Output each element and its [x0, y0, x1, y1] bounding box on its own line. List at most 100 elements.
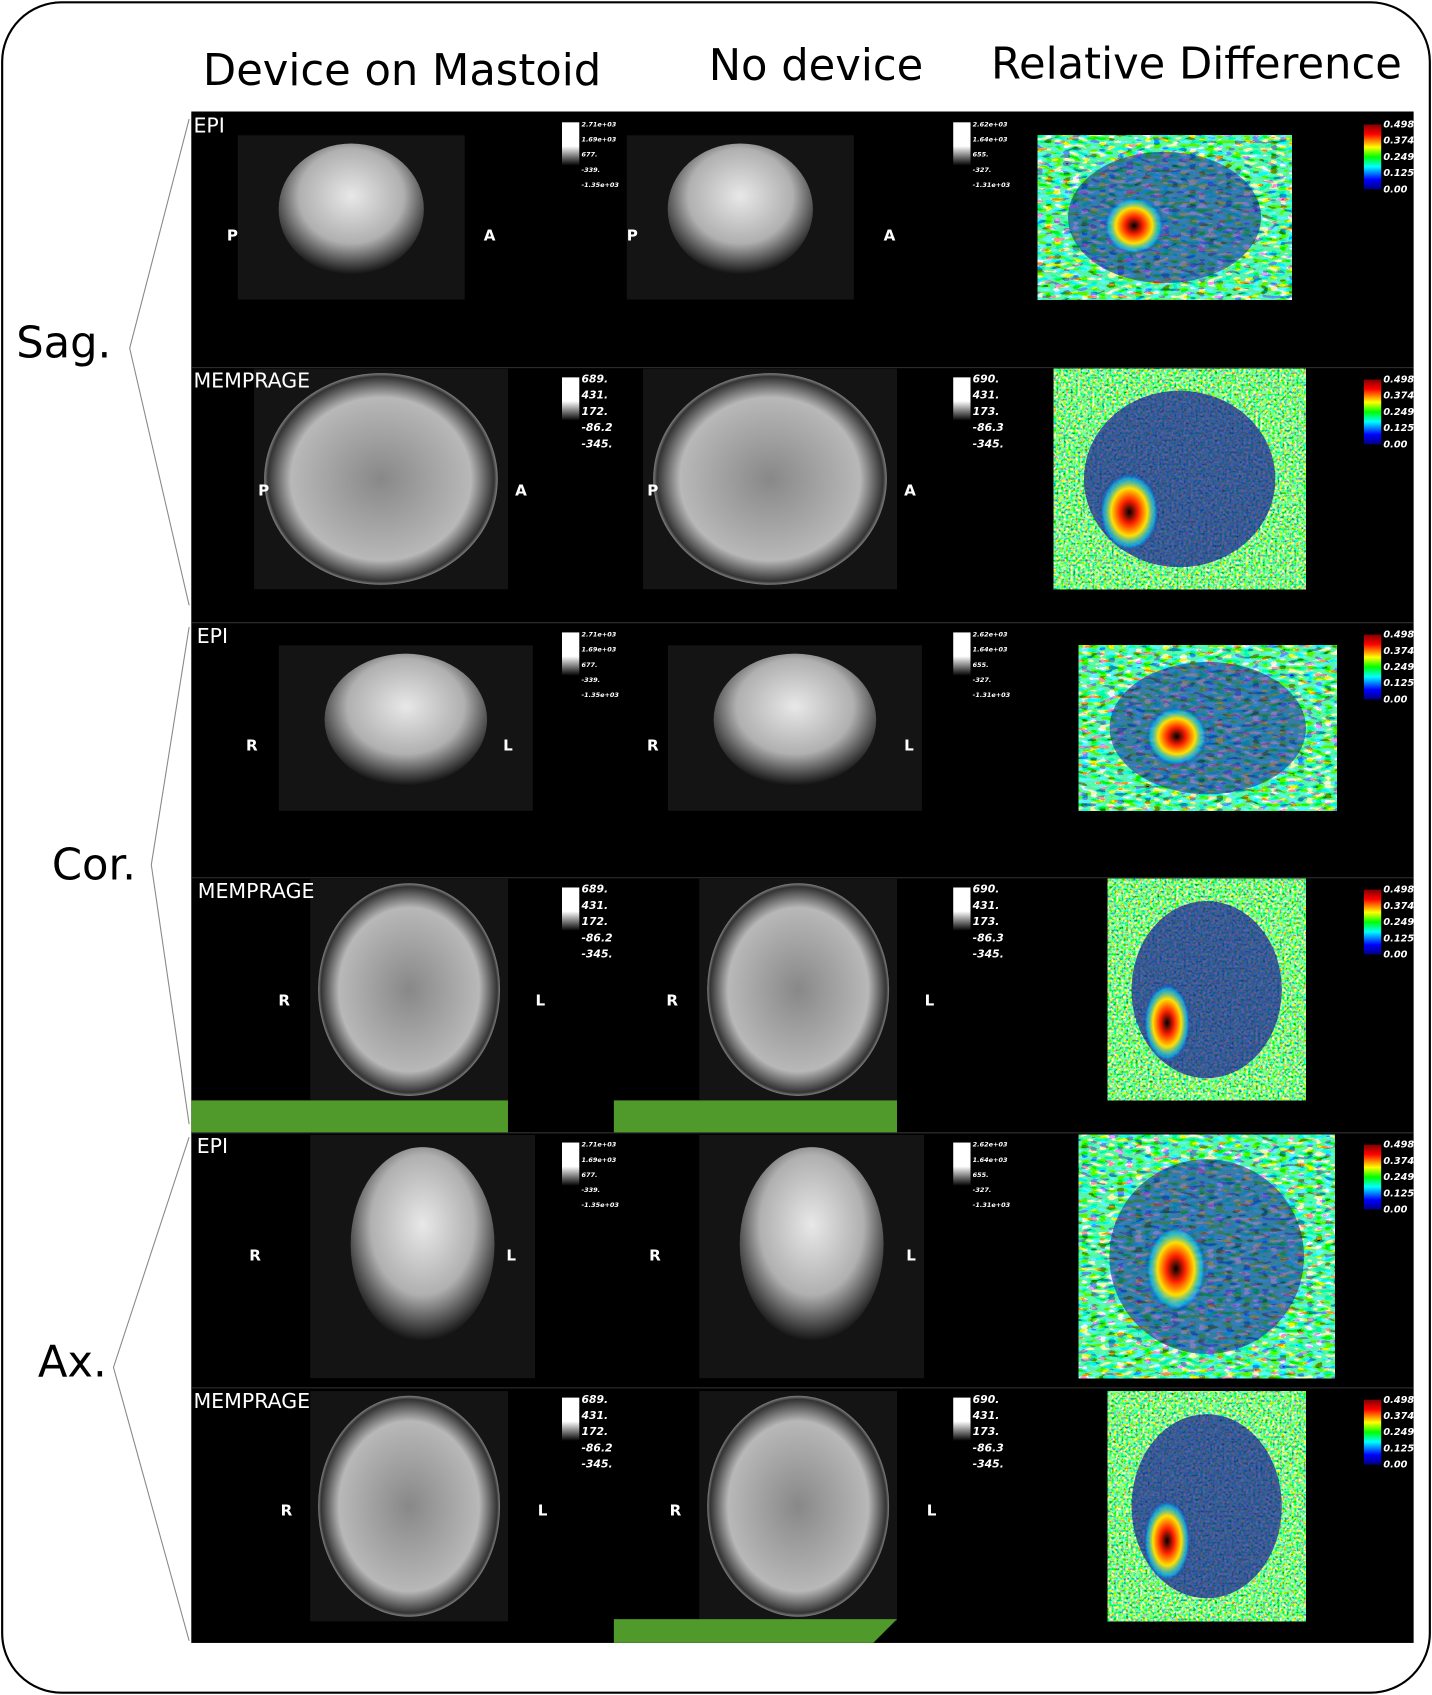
- sequence-label: MEMPRAGE: [193, 1389, 310, 1413]
- colorbar-label: -1.35e+03: [581, 181, 619, 189]
- difference-hotspot: [1099, 472, 1160, 552]
- colorbar-label: -86.3: [973, 931, 1004, 944]
- brain-scan: [264, 373, 498, 585]
- colorbar-label: -345.: [973, 437, 1004, 450]
- brain-scan: [739, 1147, 884, 1342]
- colorbar-label: 0.498: [1383, 119, 1414, 130]
- colorbar-label: 431.: [580, 1409, 608, 1422]
- difference-brain: [1109, 661, 1306, 795]
- colorbar-label: 0.125: [1383, 168, 1414, 179]
- colorbar-label: 0.00: [1383, 694, 1407, 705]
- orientation-label: P: [227, 226, 238, 244]
- panels: EPI P A 2.71e+03 1.69e+03 677. -339. -1.35e+03 P…: [191, 114, 1414, 1643]
- orientation-label: R: [246, 736, 258, 754]
- column-header: No device: [709, 41, 923, 91]
- colorbar-label: 0.125: [1383, 1188, 1414, 1199]
- colorbar: [1363, 1144, 1382, 1210]
- brackets: [112, 118, 190, 1641]
- orientation-label: P: [647, 481, 658, 499]
- colorbar-label: 0.498: [1383, 1140, 1414, 1151]
- colorbar-label: 0.00: [1383, 184, 1407, 195]
- colorbar-label: 0.125: [1383, 423, 1414, 434]
- colorbar-label: 0.00: [1383, 949, 1407, 960]
- orientation-label: L: [536, 991, 546, 1009]
- colorbar-label: 0.00: [1383, 1205, 1407, 1216]
- colorbar-label: 1.64e+03: [973, 136, 1008, 144]
- colorbar-label: 431.: [972, 389, 1000, 402]
- orientation-label: L: [925, 991, 935, 1009]
- colorbar-label: -1.31e+03: [973, 181, 1011, 189]
- colorbar-label: 431.: [580, 899, 608, 912]
- colorbar-label: 0.374: [1383, 136, 1414, 147]
- colorbar-label: 2.62e+03: [973, 631, 1008, 639]
- orientation-label: L: [927, 1502, 937, 1520]
- orientation-label: R: [666, 991, 678, 1009]
- colorbar-label: 2.62e+03: [973, 1141, 1008, 1149]
- colorbar-label: 677.: [581, 1171, 597, 1179]
- colorbar: [561, 632, 580, 676]
- colorbar-label: -339.: [581, 1186, 600, 1194]
- orientation-label: L: [506, 1247, 516, 1265]
- colorbar-label: 172.: [581, 1425, 608, 1438]
- colorbar-label: 2.71e+03: [581, 1141, 616, 1149]
- colorbar-label: 173.: [973, 1425, 1000, 1438]
- orientation-label: R: [281, 1502, 293, 1520]
- orientation-label: A: [484, 226, 496, 244]
- brain-scan: [667, 143, 813, 275]
- colorbar-label: 431.: [972, 1409, 1000, 1422]
- colorbar: [561, 377, 580, 421]
- colorbar-label: 0.374: [1383, 1156, 1414, 1167]
- difference-brain: [1109, 1159, 1304, 1354]
- orientation-label: L: [538, 1502, 548, 1520]
- orientation-label: P: [627, 226, 638, 244]
- status-bar: [613, 1100, 898, 1133]
- orientation-label: L: [503, 736, 513, 754]
- orientation-label: R: [278, 991, 290, 1009]
- colorbar-label: 1.69e+03: [581, 646, 616, 654]
- colorbar-label: 2.71e+03: [581, 120, 616, 128]
- colorbar-label: -339.: [581, 676, 600, 684]
- orientation-label: A: [515, 481, 527, 499]
- orientation-label: R: [649, 1247, 661, 1265]
- colorbar: [1363, 1399, 1382, 1465]
- colorbar-label: -86.3: [973, 421, 1004, 434]
- brain-scan: [324, 653, 488, 786]
- colorbar-label: 655.: [973, 1171, 989, 1179]
- colorbar-label: 1.69e+03: [581, 1156, 616, 1164]
- status-bar: [191, 1100, 508, 1133]
- colorbar-label: -1.31e+03: [973, 1201, 1011, 1209]
- difference-brain: [1068, 151, 1262, 284]
- colorbar-label: 0.125: [1383, 933, 1414, 944]
- colorbar-label: -86.2: [581, 421, 612, 434]
- difference-hotspot: [1143, 1499, 1191, 1583]
- colorbar-label: 0.249: [1383, 1172, 1414, 1183]
- colorbar-label: 0.125: [1383, 1443, 1414, 1454]
- colorbar-label: 677.: [581, 151, 597, 159]
- colorbar-label: 690.: [973, 373, 1000, 386]
- colorbar-label: 0.00: [1383, 439, 1407, 450]
- colorbar: [1363, 889, 1382, 955]
- colorbar: [1363, 124, 1382, 190]
- colorbar: [561, 1142, 580, 1186]
- orientation-label: A: [884, 226, 896, 244]
- colorbar-label: 0.249: [1383, 662, 1414, 673]
- colorbar-label: 172.: [581, 405, 608, 418]
- colorbar-label: 0.374: [1383, 646, 1414, 657]
- orientation-label: P: [258, 481, 269, 499]
- colorbar-label: 172.: [581, 915, 608, 928]
- colorbar-label: 2.71e+03: [581, 631, 616, 639]
- colorbar-label: -339.: [581, 166, 600, 174]
- orientation-label: R: [647, 736, 659, 754]
- colorbar-label: -327.: [973, 676, 992, 684]
- colorbar-label: 689.: [581, 1393, 608, 1406]
- colorbar-label: 173.: [973, 915, 1000, 928]
- colorbar-label: 655.: [973, 151, 989, 159]
- colorbar: [953, 1142, 971, 1186]
- brain-scan: [278, 143, 424, 275]
- brain-scan: [318, 883, 501, 1096]
- colorbar-label: -327.: [973, 166, 992, 174]
- view-label: Ax.: [38, 1338, 107, 1388]
- colorbar-label: -1.35e+03: [581, 1201, 619, 1209]
- colorbar-label: 0.374: [1383, 391, 1414, 402]
- colorbar-label: -345.: [973, 1458, 1004, 1471]
